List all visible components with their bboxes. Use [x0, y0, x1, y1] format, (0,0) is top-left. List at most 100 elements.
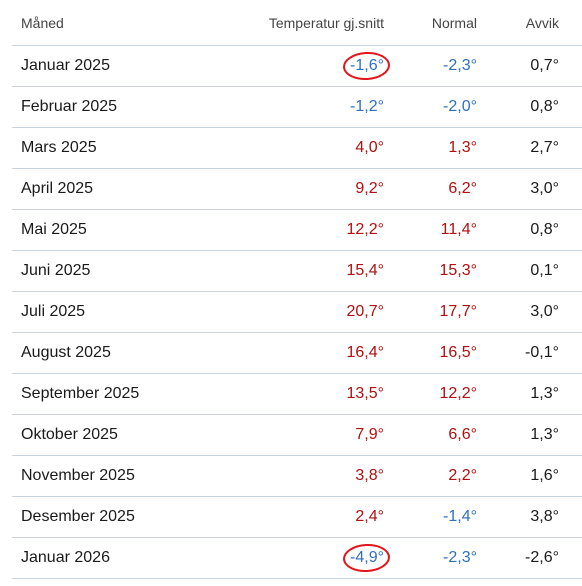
deviation-cell: -0,1°	[477, 332, 559, 374]
normal-cell: 17,7°	[384, 291, 477, 333]
table-row: April 2025 9,2° 6,2° 3,0°	[12, 168, 582, 210]
row-spacer	[559, 291, 582, 333]
month-cell: April 2025	[12, 168, 259, 210]
row-spacer	[559, 496, 582, 538]
normal-cell: -1,4°	[384, 496, 477, 538]
row-spacer	[559, 86, 582, 128]
table-row: August 2025 16,4° 16,5° -0,1°	[12, 332, 582, 374]
deviation-cell: 0,8°	[477, 86, 559, 128]
deviation-cell: -2,6°	[477, 537, 559, 579]
table-body: Januar 2025 -1,6° -2,3° 0,7° Februar 2025 -1,…	[12, 45, 582, 579]
deviation-cell: 2,7°	[477, 127, 559, 169]
column-header-spacer	[559, 0, 582, 46]
column-header-deviation: Avvik	[477, 0, 559, 46]
temperature-cell: 12,2°	[259, 209, 384, 251]
normal-cell: -2,0°	[384, 86, 477, 128]
month-cell: September 2025	[12, 373, 259, 415]
deviation-cell: 0,8°	[477, 209, 559, 251]
deviation-cell: 3,0°	[477, 291, 559, 333]
temperature-value: 15,4°	[346, 262, 384, 279]
row-spacer	[559, 168, 582, 210]
table-row: Mai 2025 12,2° 11,4° 0,8°	[12, 209, 582, 251]
temperature-cell: -4,9°	[259, 537, 384, 579]
temperature-cell: 2,4°	[259, 496, 384, 538]
month-cell: Juli 2025	[12, 291, 259, 333]
column-header-month: Måned	[12, 0, 259, 46]
table-row: Desember 2025 2,4° -1,4° 3,8°	[12, 496, 582, 538]
deviation-cell: 3,0°	[477, 168, 559, 210]
normal-cell: 12,2°	[384, 373, 477, 415]
row-spacer	[559, 45, 582, 87]
normal-cell: 15,3°	[384, 250, 477, 292]
row-spacer	[559, 455, 582, 497]
deviation-cell: 1,6°	[477, 455, 559, 497]
normal-cell: 6,6°	[384, 414, 477, 456]
month-cell: Juni 2025	[12, 250, 259, 292]
deviation-cell: 0,7°	[477, 45, 559, 87]
normal-cell: 2,2°	[384, 455, 477, 497]
table-row: Februar 2025 -1,2° -2,0° 0,8°	[12, 86, 582, 128]
table-row: Juli 2025 20,7° 17,7° 3,0°	[12, 291, 582, 333]
temperature-cell: 7,9°	[259, 414, 384, 456]
row-spacer	[559, 332, 582, 374]
normal-cell: 1,3°	[384, 127, 477, 169]
temperature-value: 12,2°	[346, 221, 384, 238]
temperature-cell: 20,7°	[259, 291, 384, 333]
row-spacer	[559, 209, 582, 251]
deviation-cell: 0,1°	[477, 250, 559, 292]
circled-temperature-value: -4,9°	[350, 549, 384, 566]
temperature-table-container: Måned Temperatur gj.snitt Normal Avvik J…	[12, 0, 582, 579]
month-cell: Desember 2025	[12, 496, 259, 538]
temperature-value: 20,7°	[346, 303, 384, 320]
temperature-cell: 3,8°	[259, 455, 384, 497]
circled-temperature-value: -1,6°	[350, 57, 384, 74]
normal-cell: 11,4°	[384, 209, 477, 251]
month-cell: Mars 2025	[12, 127, 259, 169]
month-cell: Januar 2025	[12, 45, 259, 87]
temperature-cell: 13,5°	[259, 373, 384, 415]
temperature-value: 4,0°	[355, 139, 384, 156]
temperature-value: 16,4°	[346, 344, 384, 361]
temperature-cell: 9,2°	[259, 168, 384, 210]
month-cell: Januar 2026	[12, 537, 259, 579]
table-row: Mars 2025 4,0° 1,3° 2,7°	[12, 127, 582, 169]
temperature-value: 7,9°	[355, 426, 384, 443]
temperature-cell: 15,4°	[259, 250, 384, 292]
row-spacer	[559, 250, 582, 292]
table-header-row: Måned Temperatur gj.snitt Normal Avvik	[12, 0, 582, 46]
table-row: Oktober 2025 7,9° 6,6° 1,3°	[12, 414, 582, 456]
column-header-normal: Normal	[384, 0, 477, 46]
deviation-cell: 1,3°	[477, 414, 559, 456]
temperature-value: 13,5°	[346, 385, 384, 402]
normal-cell: -2,3°	[384, 45, 477, 87]
temperature-value: 3,8°	[355, 467, 384, 484]
month-cell: Mai 2025	[12, 209, 259, 251]
month-cell: November 2025	[12, 455, 259, 497]
temperature-cell: 16,4°	[259, 332, 384, 374]
month-cell: Februar 2025	[12, 86, 259, 128]
normal-cell: 16,5°	[384, 332, 477, 374]
temperature-value: 9,2°	[355, 180, 384, 197]
normal-cell: -2,3°	[384, 537, 477, 579]
temperature-cell: 4,0°	[259, 127, 384, 169]
temperature-cell: -1,2°	[259, 86, 384, 128]
table-row: November 2025 3,8° 2,2° 1,6°	[12, 455, 582, 497]
deviation-cell: 3,8°	[477, 496, 559, 538]
temperature-cell: -1,6°	[259, 45, 384, 87]
monthly-temperature-table: Måned Temperatur gj.snitt Normal Avvik J…	[12, 0, 582, 579]
row-spacer	[559, 373, 582, 415]
column-header-temperature: Temperatur gj.snitt	[259, 0, 384, 46]
temperature-value: -1,2°	[350, 98, 384, 115]
row-spacer	[559, 414, 582, 456]
temperature-value: 2,4°	[355, 508, 384, 525]
deviation-cell: 1,3°	[477, 373, 559, 415]
month-cell: August 2025	[12, 332, 259, 374]
table-row: Januar 2025 -1,6° -2,3° 0,7°	[12, 45, 582, 87]
table-row: Januar 2026 -4,9° -2,3° -2,6°	[12, 537, 582, 579]
table-row: September 2025 13,5° 12,2° 1,3°	[12, 373, 582, 415]
table-row: Juni 2025 15,4° 15,3° 0,1°	[12, 250, 582, 292]
row-spacer	[559, 127, 582, 169]
month-cell: Oktober 2025	[12, 414, 259, 456]
normal-cell: 6,2°	[384, 168, 477, 210]
row-spacer	[559, 537, 582, 579]
